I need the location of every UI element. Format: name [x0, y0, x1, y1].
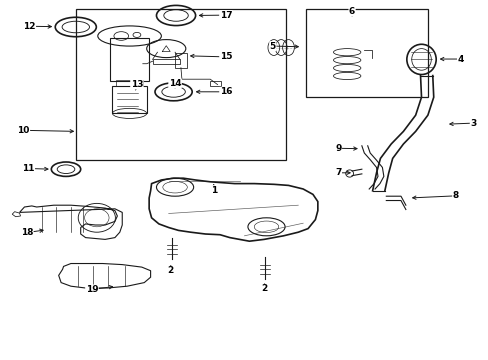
- Text: 1: 1: [210, 186, 216, 194]
- Bar: [152, 59, 180, 64]
- Text: 13: 13: [130, 80, 143, 89]
- Text: 15: 15: [219, 52, 232, 61]
- Text: 2: 2: [167, 266, 173, 275]
- Text: 17: 17: [219, 10, 232, 19]
- Bar: [112, 86, 146, 113]
- Bar: [76, 9, 285, 160]
- Text: 19: 19: [85, 285, 98, 294]
- Bar: [305, 9, 427, 97]
- Text: 14: 14: [168, 79, 181, 88]
- Text: 11: 11: [22, 164, 35, 173]
- Text: 7: 7: [334, 168, 341, 177]
- Text: 18: 18: [20, 228, 33, 237]
- Text: 4: 4: [456, 55, 463, 63]
- Bar: [110, 38, 149, 81]
- Text: 9: 9: [334, 144, 341, 153]
- Text: 16: 16: [219, 87, 232, 96]
- Bar: [175, 53, 186, 68]
- Bar: [210, 81, 221, 86]
- Text: 3: 3: [469, 118, 475, 127]
- Text: 12: 12: [23, 22, 36, 31]
- Text: 6: 6: [348, 7, 354, 16]
- Text: 2: 2: [261, 284, 266, 293]
- Text: 8: 8: [452, 192, 458, 200]
- Bar: [116, 80, 143, 86]
- Text: 5: 5: [269, 41, 275, 50]
- Text: 10: 10: [17, 126, 30, 135]
